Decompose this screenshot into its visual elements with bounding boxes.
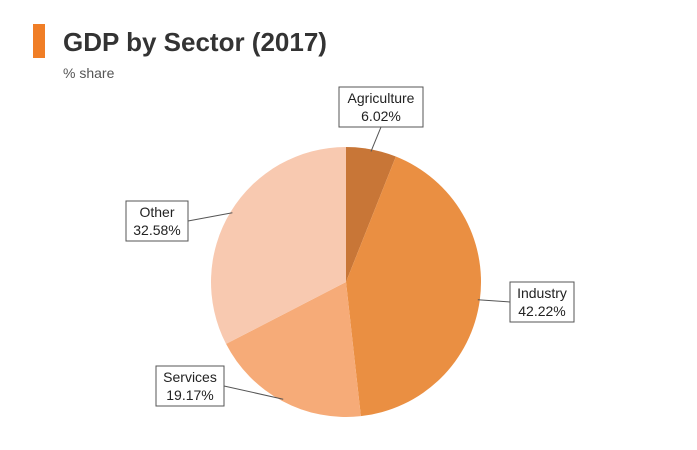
- leader-line-other: [187, 212, 233, 222]
- slice-label-box: [155, 365, 225, 407]
- pie-slices: [211, 147, 482, 418]
- slice-labels: Agriculture 6.02% Industry 42.22% Services 19…: [125, 86, 575, 407]
- pie-slice-services: [226, 282, 361, 418]
- slice-label-value: 42.22%: [518, 303, 565, 319]
- pie-slice-agriculture: [346, 147, 396, 282]
- chart-title: GDP by Sector (2017): [63, 27, 327, 57]
- leader-line-industry: [477, 299, 511, 303]
- slice-label-name: Agriculture: [348, 90, 415, 106]
- pie-slice-industry: [346, 156, 482, 417]
- slice-label-value: 19.17%: [166, 387, 213, 403]
- slice-label-box: [125, 200, 189, 242]
- chart-subtitle: % share: [63, 65, 115, 81]
- slice-label-value: 32.58%: [133, 222, 180, 238]
- slice-label-other: Other 32.58%: [125, 200, 189, 242]
- title-accent-bar: [33, 24, 45, 58]
- leader-line-services: [223, 385, 284, 400]
- slice-label-agriculture: Agriculture 6.02%: [338, 86, 424, 128]
- label-leader-lines: [187, 126, 511, 400]
- slice-label-name: Industry: [517, 285, 567, 301]
- leader-line-agriculture: [370, 126, 382, 152]
- slice-label-value: 6.02%: [361, 108, 401, 124]
- slice-label-name: Services: [163, 369, 217, 385]
- slice-label-box: [338, 86, 424, 128]
- slice-label-box: [509, 281, 575, 323]
- pie-slice-other: [211, 147, 346, 344]
- slice-label-industry: Industry 42.22%: [509, 281, 575, 323]
- slice-label-services: Services 19.17%: [155, 365, 225, 407]
- slice-label-name: Other: [139, 204, 174, 220]
